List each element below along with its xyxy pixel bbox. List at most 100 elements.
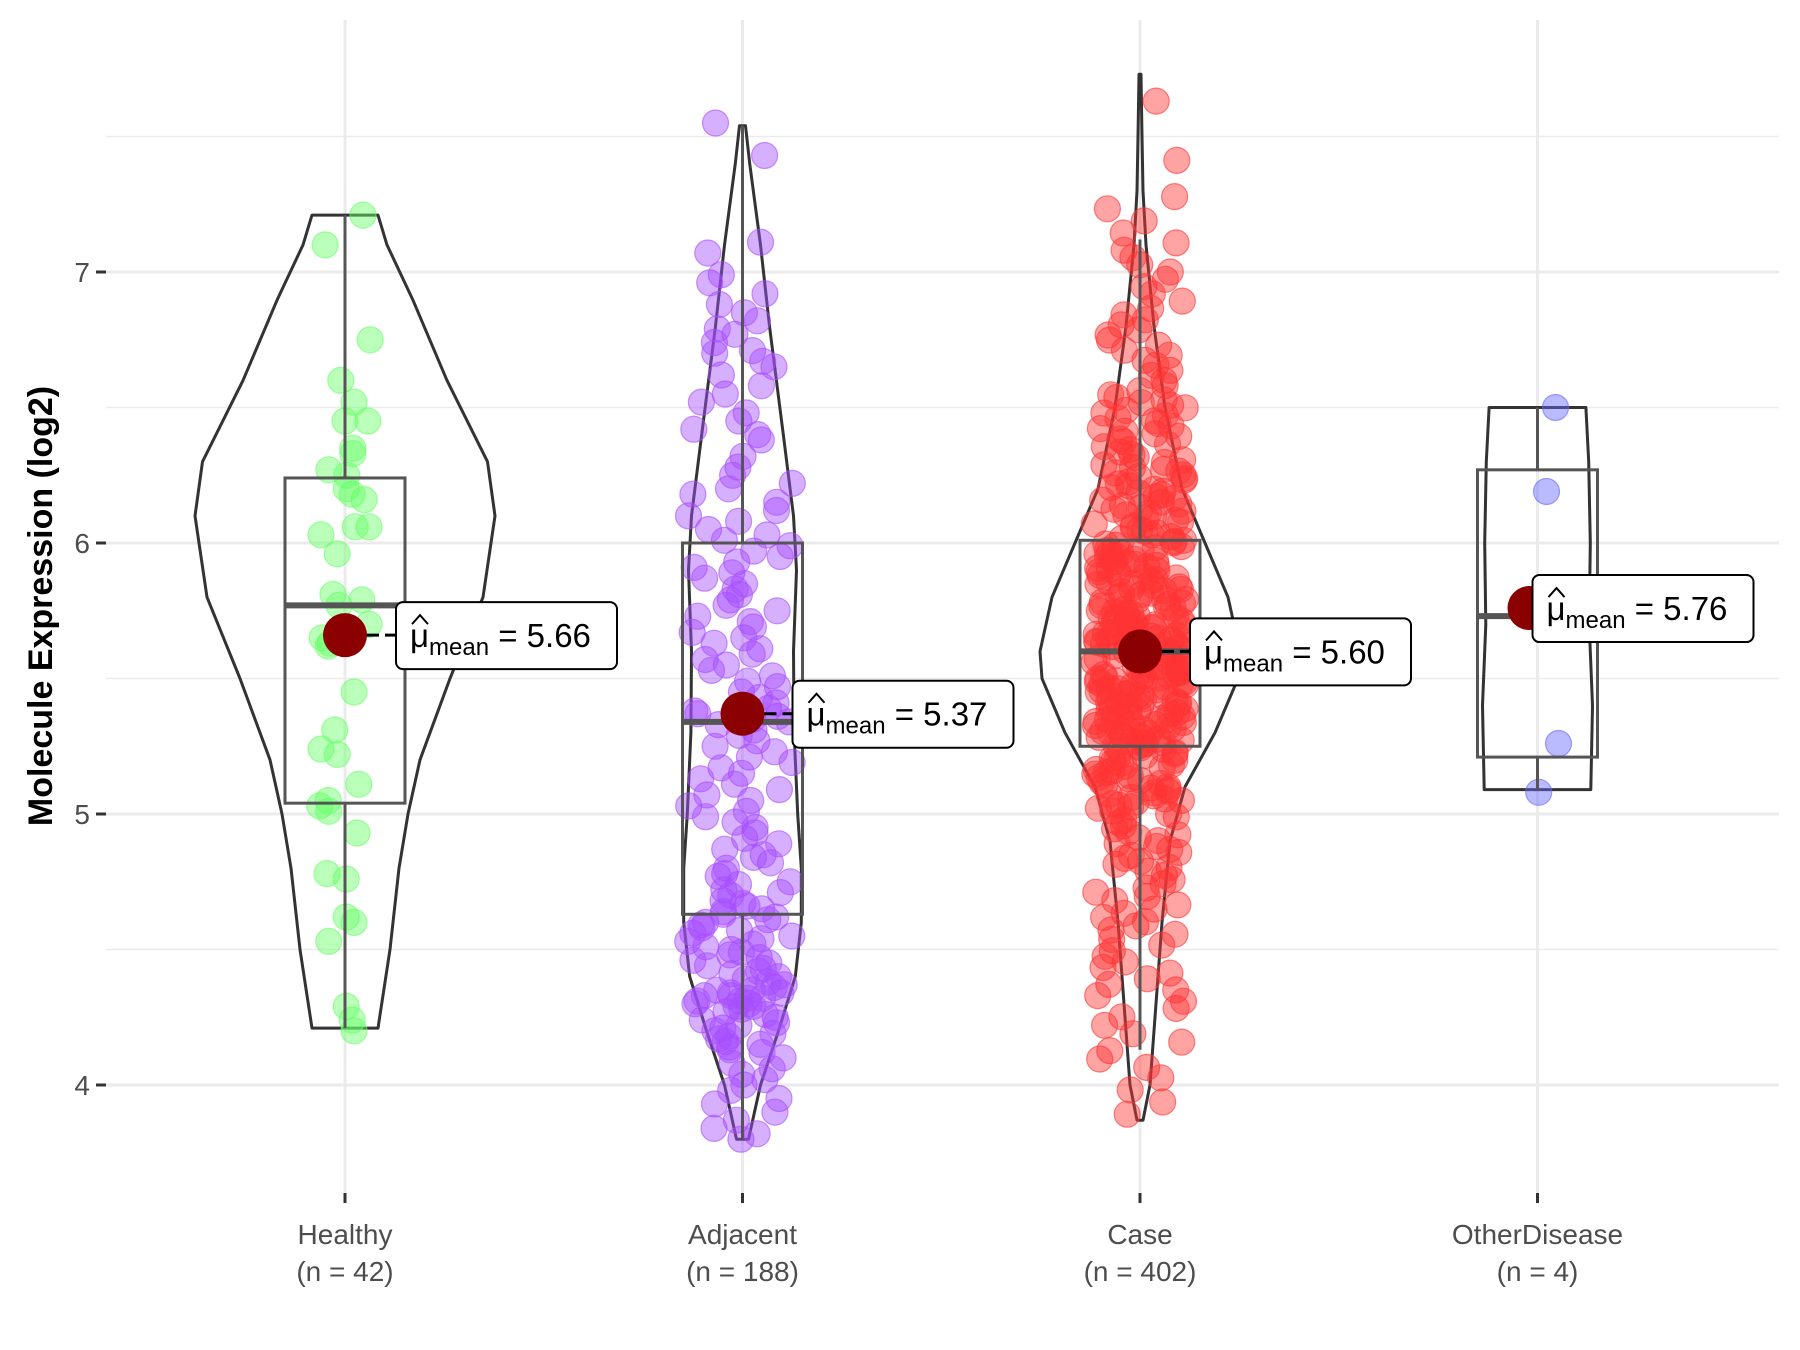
data-point xyxy=(701,732,729,760)
data-point xyxy=(679,480,707,508)
data-point xyxy=(307,521,335,549)
data-point xyxy=(751,1065,779,1094)
mean-label: μmean = 5.37 xyxy=(807,696,988,740)
x-tick-sublabel: (n = 402) xyxy=(1084,1256,1197,1287)
data-point xyxy=(727,1125,755,1153)
data-point xyxy=(712,591,740,619)
data-point xyxy=(1133,965,1161,993)
data-point xyxy=(1113,1100,1141,1128)
data-point xyxy=(1136,294,1165,322)
data-point xyxy=(306,792,334,820)
data-point xyxy=(1541,393,1570,422)
data-point xyxy=(746,228,775,256)
data-point xyxy=(761,1098,789,1126)
data-point xyxy=(738,640,766,668)
data-point xyxy=(701,339,729,367)
data-point xyxy=(711,1027,739,1056)
data-point xyxy=(694,239,722,267)
data-point xyxy=(739,843,768,872)
data-point xyxy=(736,607,764,636)
data-point xyxy=(1151,265,1180,293)
mean-label-box xyxy=(1189,617,1412,687)
data-point xyxy=(716,586,745,614)
data-point xyxy=(765,775,794,804)
data-point xyxy=(1111,417,1139,445)
data-point xyxy=(763,597,791,625)
data-point xyxy=(680,415,708,443)
mean-label-box xyxy=(395,601,618,671)
data-point xyxy=(1150,386,1178,414)
data-point xyxy=(700,1114,728,1143)
data-point xyxy=(1093,195,1122,223)
data-point xyxy=(687,765,715,793)
data-point xyxy=(753,521,781,549)
data-point xyxy=(1104,583,1133,611)
data-point xyxy=(1108,1003,1136,1031)
data-point xyxy=(1096,1036,1124,1065)
data-point xyxy=(681,990,709,1018)
data-point xyxy=(704,862,732,890)
data-point xyxy=(762,496,791,525)
data-point xyxy=(718,1049,746,1077)
data-point xyxy=(700,1090,729,1118)
mean-label-box xyxy=(1531,574,1755,644)
data-point xyxy=(1171,394,1199,422)
data-point xyxy=(1082,878,1110,906)
data-point xyxy=(756,849,785,877)
data-point xyxy=(778,469,806,497)
x-tick-label: Case xyxy=(1107,1219,1172,1250)
data-point xyxy=(743,1120,771,1148)
data-point xyxy=(340,908,368,937)
mean-label: μmean = 5.66 xyxy=(410,617,591,661)
data-point xyxy=(1090,1011,1119,1039)
data-point xyxy=(1095,970,1123,999)
data-point xyxy=(745,943,773,972)
data-point xyxy=(748,1038,776,1067)
data-point xyxy=(349,201,377,229)
mean-label-box xyxy=(791,679,1015,749)
data-point xyxy=(693,952,722,980)
violin-healthy xyxy=(193,213,497,1030)
data-point xyxy=(350,486,378,514)
data-point xyxy=(704,1025,733,1053)
data-point xyxy=(1089,953,1117,982)
data-point xyxy=(315,456,343,484)
data-point xyxy=(732,399,760,427)
y-tick-label: 5 xyxy=(74,799,90,830)
mean-point xyxy=(1118,629,1162,674)
data-point xyxy=(720,770,749,798)
data-point xyxy=(741,813,769,842)
data-point xyxy=(1098,937,1126,965)
data-point xyxy=(760,353,788,381)
data-point xyxy=(710,526,739,554)
data-point xyxy=(340,678,368,706)
hat-icon xyxy=(807,692,826,704)
data-point xyxy=(737,786,765,815)
data-point xyxy=(1147,1064,1175,1092)
mean-label: μmean = 5.76 xyxy=(1547,590,1728,634)
data-point xyxy=(739,613,768,641)
data-point xyxy=(1097,381,1125,409)
data-point xyxy=(315,797,343,825)
data-point xyxy=(343,819,371,847)
data-point xyxy=(341,513,369,541)
y-axis-label: Molecule Expression (log2) xyxy=(22,386,60,826)
data-point xyxy=(769,1044,797,1072)
y-tick-label: 4 xyxy=(74,1070,90,1101)
data-point xyxy=(1142,87,1170,115)
data-point xyxy=(307,735,335,763)
data-point xyxy=(1156,959,1184,987)
data-point xyxy=(703,315,731,343)
data-point xyxy=(1163,146,1191,174)
data-point xyxy=(1154,772,1182,801)
data-point xyxy=(315,927,343,956)
data-point xyxy=(354,407,382,435)
data-point xyxy=(700,629,728,657)
data-point xyxy=(1161,920,1189,948)
data-point xyxy=(1164,821,1192,849)
data-point xyxy=(1117,793,1145,821)
hat-icon xyxy=(1205,629,1223,642)
x-tick-sublabel: (n = 188) xyxy=(686,1256,799,1287)
data-point xyxy=(743,307,772,335)
